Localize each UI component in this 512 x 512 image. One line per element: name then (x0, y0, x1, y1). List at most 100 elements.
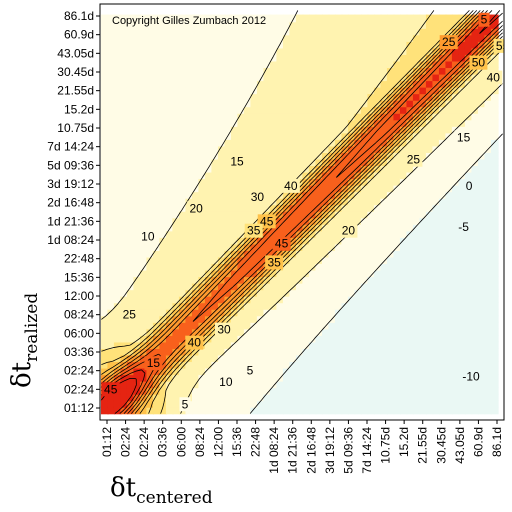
heatmap-cell (172, 406, 181, 415)
heatmap-cell (263, 79, 272, 88)
heatmap-cell (165, 380, 174, 389)
heatmap-cell (256, 99, 265, 108)
heatmap-cell (289, 40, 298, 49)
heatmap-cell (100, 223, 109, 232)
heatmap-cell (172, 158, 181, 167)
heatmap-cell (315, 386, 324, 395)
heatmap-cell (445, 275, 454, 284)
heatmap-cell (393, 27, 402, 36)
heatmap-cell (269, 79, 278, 88)
heatmap-cell (484, 347, 493, 356)
heatmap-cell (263, 295, 272, 304)
heatmap-cell (464, 230, 473, 238)
heatmap-cell (289, 288, 298, 297)
heatmap-cell (159, 302, 168, 310)
heatmap-cell (302, 145, 311, 153)
heatmap-cell (269, 288, 278, 297)
heatmap-cell (191, 27, 200, 36)
heatmap-cell (328, 92, 337, 101)
heatmap-cell (334, 400, 343, 408)
heatmap-cell (477, 217, 486, 225)
heatmap-cell (341, 171, 350, 180)
heatmap-cell (445, 321, 454, 330)
heatmap-cell (256, 334, 265, 343)
heatmap-cell (120, 145, 129, 153)
heatmap-cell (380, 60, 389, 69)
contour-label: 5 (182, 397, 189, 411)
heatmap-cell (276, 197, 285, 206)
heatmap-cell (438, 308, 447, 317)
heatmap-cell (419, 145, 428, 153)
heatmap-cell (237, 400, 246, 408)
heatmap-cell (328, 262, 337, 271)
heatmap-cell (484, 92, 493, 101)
heatmap-cell (191, 256, 200, 265)
heatmap-cell (152, 328, 161, 336)
heatmap-cell (438, 347, 447, 356)
heatmap-cell (230, 14, 239, 23)
heatmap-cell (191, 47, 200, 55)
heatmap-cell (484, 223, 493, 232)
heatmap-cell (432, 204, 441, 212)
heatmap-cell (100, 171, 109, 180)
heatmap-cell (432, 386, 441, 395)
heatmap-cell (484, 321, 493, 330)
heatmap-cell (276, 86, 285, 95)
heatmap-cell (380, 386, 389, 395)
heatmap-cell (263, 14, 272, 23)
heatmap-cell (406, 406, 415, 415)
heatmap-cell (276, 328, 285, 336)
heatmap-cell (367, 373, 376, 382)
heatmap-cell (282, 34, 291, 42)
heatmap-cell (438, 21, 447, 29)
heatmap-cell (451, 204, 460, 212)
heatmap-cell (217, 158, 226, 167)
heatmap-cell (451, 321, 460, 330)
heatmap-cell (133, 204, 142, 212)
heatmap-cell (458, 164, 467, 173)
heatmap-cell (341, 367, 350, 376)
heatmap-cell (425, 367, 434, 376)
heatmap-cell (243, 86, 252, 95)
heatmap-cell (113, 354, 122, 363)
heatmap-cell (113, 21, 122, 29)
heatmap-cell (302, 380, 311, 389)
heatmap-cell (477, 347, 486, 356)
heatmap-cell (243, 217, 252, 225)
heatmap-cell (432, 99, 441, 108)
heatmap-cell (360, 53, 369, 62)
heatmap-cell (360, 243, 369, 251)
heatmap-cell (133, 262, 142, 271)
heatmap-cell (367, 334, 376, 343)
heatmap-cell (120, 14, 129, 23)
heatmap-cell (237, 360, 246, 369)
heatmap-cell (172, 223, 181, 232)
heatmap-cell (198, 400, 207, 408)
heatmap-cell (282, 341, 291, 349)
heatmap-cell (217, 60, 226, 69)
heatmap-cell (126, 14, 135, 23)
heatmap-cell (100, 112, 109, 121)
heatmap-cell (380, 99, 389, 108)
heatmap-cell (360, 66, 369, 75)
heatmap-cell (120, 132, 129, 140)
heatmap-cell (250, 151, 259, 160)
heatmap-cell (165, 373, 174, 382)
contour-label-bg (101, 382, 120, 397)
heatmap-cell (224, 315, 233, 323)
heatmap-cell (191, 275, 200, 284)
heatmap-cell (133, 53, 142, 62)
heatmap-cell (412, 341, 421, 349)
heatmap-cell (289, 27, 298, 36)
heatmap-cell (269, 106, 278, 114)
heatmap-cell (380, 321, 389, 330)
heatmap-cell (191, 243, 200, 251)
heatmap-cell (302, 99, 311, 108)
heatmap-cell (139, 132, 148, 140)
heatmap-cell (165, 269, 174, 278)
heatmap-cell (490, 315, 499, 323)
heatmap-cell (159, 34, 168, 42)
heatmap-cell (347, 190, 356, 199)
y-tick-label: 10.75d (57, 121, 94, 135)
heatmap-cell (185, 380, 194, 389)
